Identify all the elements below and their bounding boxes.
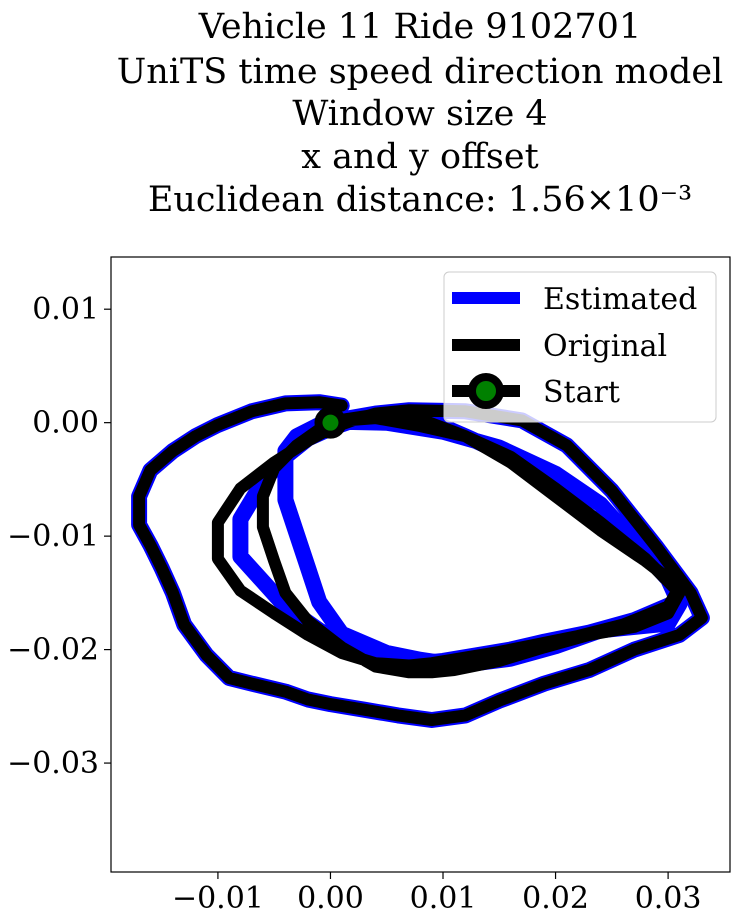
series-line-original	[133, 396, 708, 726]
y-tick-label: 0.00	[32, 406, 99, 441]
title-line-2: UniTS time speed direction model	[117, 52, 724, 92]
plot-frame	[110, 256, 731, 873]
legend-start-marker	[468, 373, 504, 409]
start-marker-group	[314, 406, 347, 439]
legend-box	[443, 271, 717, 423]
start-point	[314, 406, 347, 439]
y-tick-label: −0.03	[7, 746, 99, 781]
x-tick-label: 0.03	[635, 881, 702, 916]
x-tick-label: 0.01	[410, 881, 477, 916]
legend: Estimated Original Start	[443, 271, 717, 423]
y-tick-label: 0.01	[32, 292, 99, 327]
legend-label-original: Original	[543, 329, 667, 364]
plot-series	[131, 394, 710, 728]
title-line-1: Vehicle 11 Ride 9102701	[198, 7, 641, 47]
x-tick-label: 0.02	[522, 881, 589, 916]
y-tick-label: −0.01	[7, 519, 99, 554]
title-line-5: Euclidean distance: 1.56×10⁻³	[148, 180, 692, 220]
legend-label-estimated: Estimated	[543, 282, 697, 317]
y-axis: 0.01 0.00 −0.01 −0.02 −0.03	[7, 292, 111, 781]
x-tick-label: −0.01	[172, 881, 264, 916]
x-tick-label: 0.00	[297, 881, 364, 916]
title-line-4: x and y offset	[301, 137, 538, 177]
y-tick-label: −0.02	[7, 633, 99, 668]
x-axis: −0.01 0.00 0.01 0.02 0.03	[172, 872, 702, 916]
legend-label-start: Start	[543, 375, 620, 410]
title-line-3: Window size 4	[292, 94, 547, 134]
chart-title: Vehicle 11 Ride 9102701 UniTS time speed …	[117, 7, 724, 220]
